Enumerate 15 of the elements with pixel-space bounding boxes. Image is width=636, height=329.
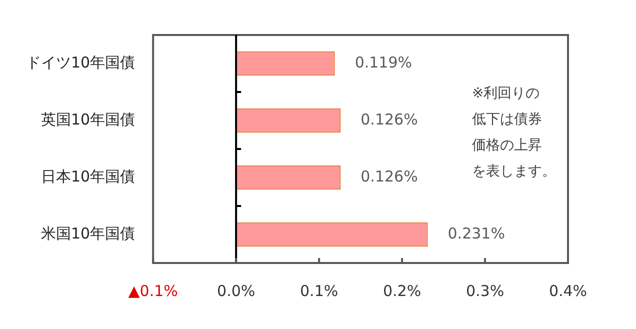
x-tick-label: 0.4% [548,282,588,300]
annotation: ※利回りの低下は債券価格の上昇を表します。 [472,86,556,180]
x-tick-label: 0.1% [300,282,338,300]
data-label: 0.119% [354,53,412,72]
y-tick-label: ドイツ10年国債 [26,53,136,72]
data-label: 0.126% [360,110,418,128]
y-tick-label: 米国10年国債 [40,224,136,242]
y-tick-label: 英国10年国債 [40,110,136,128]
x-tick-label: ▲0.1% [128,282,178,300]
x-tick-label: 0.0% [217,282,256,300]
data-label: 0.231% [448,224,505,242]
x-tick-label: 0.2% [382,282,422,300]
y-tick-label: 日本10年国債 [40,167,136,186]
data-label: 0.126% [360,167,418,186]
x-tick-label: 0.3% [466,282,504,300]
